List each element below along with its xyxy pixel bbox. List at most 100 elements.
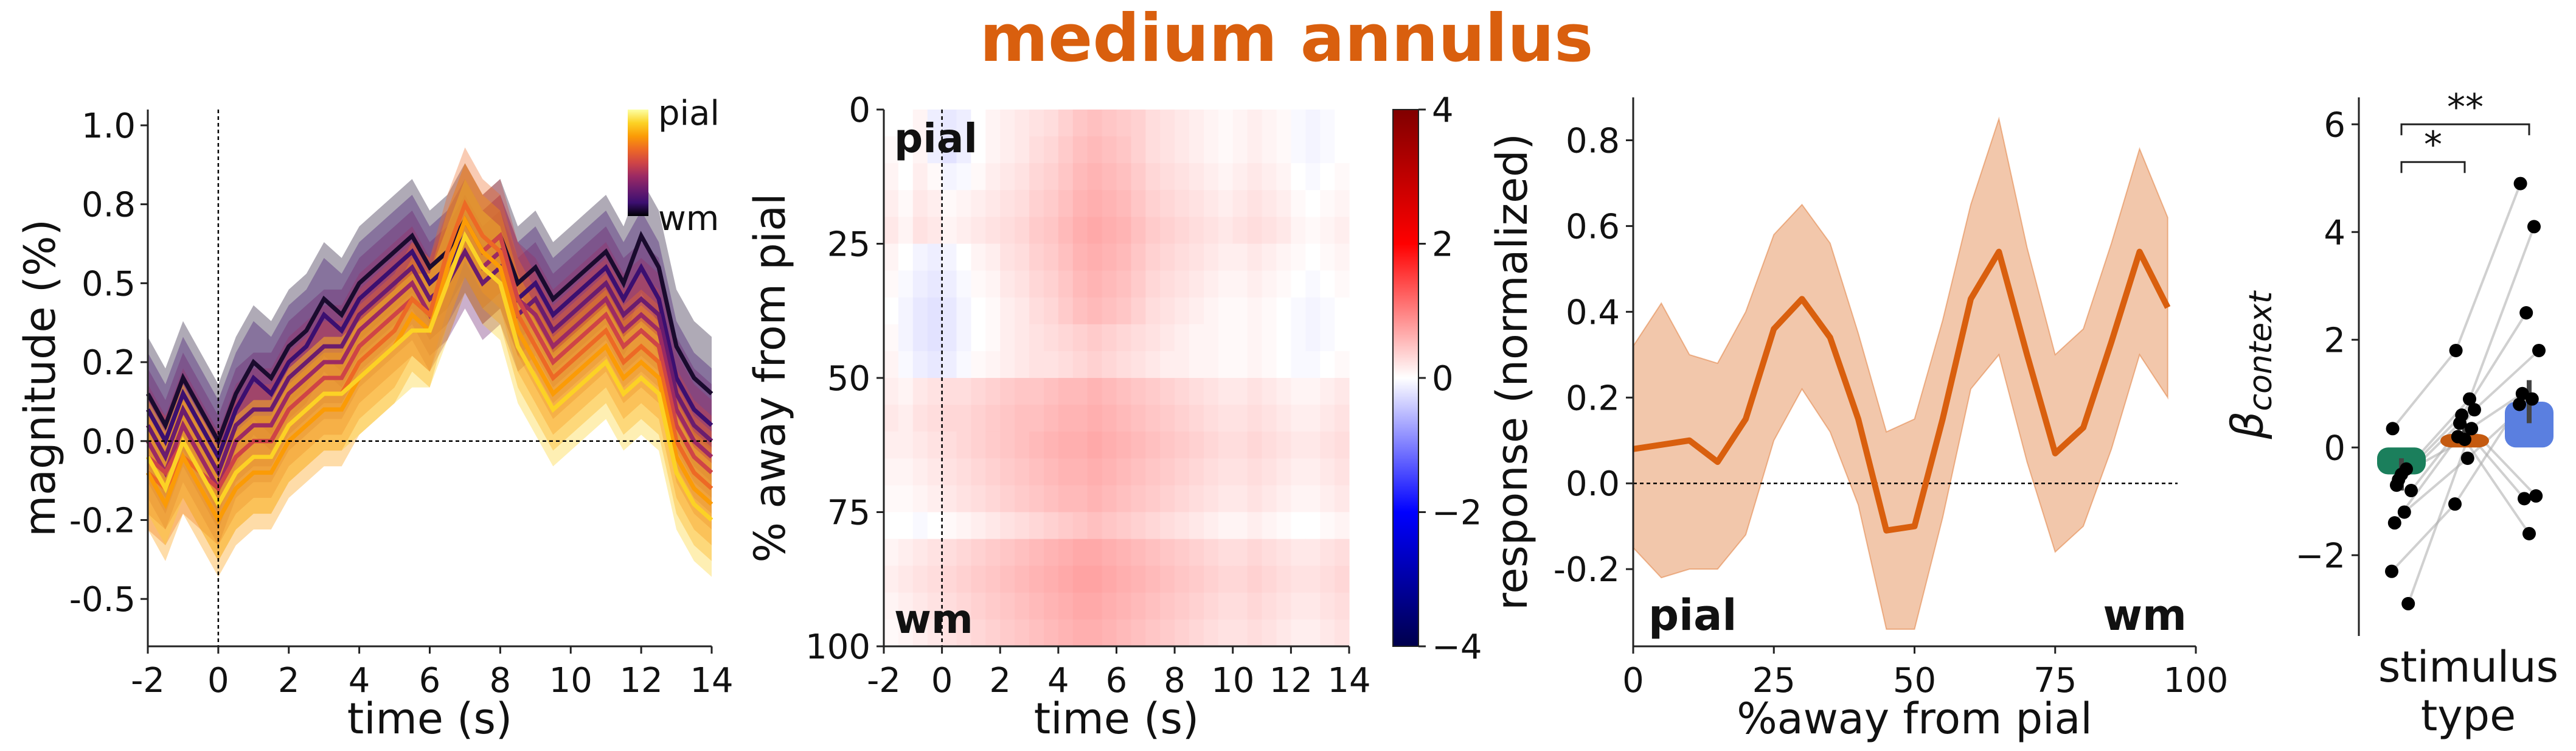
- heatmap-cell: [912, 297, 928, 325]
- heatmap-cell: [1232, 619, 1248, 647]
- heatmap-cell: [1175, 163, 1190, 190]
- heatmap-cell: [985, 110, 1001, 137]
- heatmap-cell: [1335, 539, 1350, 567]
- x-tick-label: 2: [278, 661, 300, 700]
- heatmap-cell: [971, 565, 986, 593]
- heatmap-cell: [1320, 136, 1335, 164]
- heatmap-cell: [884, 619, 899, 647]
- y-tick-label: 0.2: [1566, 379, 1620, 418]
- heatmap-cell: [1218, 592, 1234, 620]
- heatmap-cell: [1203, 405, 1219, 432]
- heatmap-cell: [1029, 351, 1044, 379]
- heatmap-cell: [1000, 110, 1015, 137]
- heatmap-cell: [1131, 270, 1146, 298]
- heatmap-cell: [985, 217, 1001, 245]
- heatmap-cell: [1043, 485, 1059, 513]
- heatmap-cell: [1218, 190, 1234, 217]
- heatmap-cell: [927, 163, 943, 190]
- heatmap-cell: [1320, 378, 1335, 405]
- heatmap-cell: [898, 110, 914, 137]
- heatmap-cell: [1203, 592, 1219, 620]
- series-band-3: [148, 179, 712, 545]
- heatmap-cell: [1087, 539, 1103, 567]
- heatmap-cell: [942, 619, 957, 647]
- heatmap-cell: [1058, 163, 1074, 190]
- heatmap-cell: [1262, 539, 1277, 567]
- heatmap-cell: [1131, 378, 1146, 405]
- heatmap-cell: [1145, 297, 1161, 325]
- heatmap-cell: [1000, 539, 1015, 567]
- heatmap-cell: [884, 163, 899, 190]
- heatmap-cell: [1043, 324, 1059, 352]
- heatmap-cell: [1116, 592, 1132, 620]
- heatmap-cell: [1102, 297, 1117, 325]
- heatmap-cell: [971, 592, 986, 620]
- subject-point: [2397, 505, 2411, 519]
- series-line-1: [145, 231, 713, 463]
- heatmap-cell: [912, 217, 928, 245]
- subject-point: [2453, 416, 2467, 430]
- heatmap-cell: [1043, 351, 1059, 379]
- colorbar-tick-label: 0: [1432, 359, 1454, 399]
- heatmap-cell: [1262, 190, 1277, 217]
- heatmap-cell: [1247, 351, 1263, 379]
- heatmap-cell: [1262, 378, 1277, 405]
- heatmap-cell: [956, 110, 972, 137]
- heatmap-cell: [942, 512, 957, 540]
- heatmap-cell: [985, 351, 1001, 379]
- heatmap-cell: [1291, 485, 1306, 513]
- heatmap-cell: [927, 243, 943, 271]
- heatmap-cell: [1276, 163, 1291, 190]
- heatmap-cell: [1262, 619, 1277, 647]
- heatmap-cell: [1058, 485, 1074, 513]
- x-tick-label: 6: [419, 661, 441, 700]
- heatmap-cell: [1058, 136, 1074, 164]
- heatmap-cell: [1015, 270, 1030, 298]
- panel-a-timecourse: -2 0 2 4 6 8 10 12 14 -0.5 -0.2 0.0 0.2 0.5 0.8 1.0 time…: [15, 94, 734, 744]
- heatmap-cell: [1305, 297, 1321, 325]
- heatmap-cell: [927, 512, 943, 540]
- heatmap-cell: [1029, 458, 1044, 486]
- heatmap-cell: [1160, 458, 1175, 486]
- subject-point: [2515, 386, 2529, 400]
- colorbar-tick-label: −4: [1432, 627, 1482, 667]
- heatmap-cell: [1262, 485, 1277, 513]
- heatmap-cell: [971, 351, 986, 379]
- y-axis-label: βcontext: [2222, 290, 2279, 439]
- heatmap-cell: [1058, 243, 1074, 271]
- heatmap-cell: [1291, 565, 1306, 593]
- heatmap-cell: [1276, 270, 1291, 298]
- heatmap-cell: [942, 110, 957, 137]
- heatmap-cell: [1305, 512, 1321, 540]
- heatmap-cell: [1175, 431, 1190, 459]
- heatmap-cell: [927, 485, 943, 513]
- heatmap-cell: [1203, 136, 1219, 164]
- heatmap-cell: [1131, 405, 1146, 432]
- x-tick-label: 10: [1211, 661, 1254, 700]
- heatmap-cell: [1335, 136, 1350, 164]
- heatmap-cell: [1305, 217, 1321, 245]
- heatmap-cell: [1015, 512, 1030, 540]
- subject-point: [2449, 343, 2463, 357]
- heatmap-cell: [1160, 619, 1175, 647]
- heatmap-cell: [1232, 485, 1248, 513]
- heatmap-cell: [927, 539, 943, 567]
- heatmap-cell: [1015, 110, 1030, 137]
- heatmap-cell: [985, 592, 1001, 620]
- heatmap-cell: [912, 243, 928, 271]
- heatmap-cell: [971, 485, 986, 513]
- heatmap-cell: [898, 619, 914, 647]
- heatmap-cell: [1116, 324, 1132, 352]
- heatmap-cell: [1218, 163, 1234, 190]
- heatmap-cell: [1015, 378, 1030, 405]
- heatmap-cell: [884, 512, 899, 540]
- heatmap-cell: [1087, 270, 1103, 298]
- heatmap-cell: [1189, 190, 1204, 217]
- heatmap-cell: [1189, 405, 1204, 432]
- y-tick-label: 25: [827, 225, 870, 265]
- heatmap-cell: [1305, 539, 1321, 567]
- heatmap-cell: [1072, 565, 1088, 593]
- heatmap-cell: [898, 485, 914, 513]
- heatmap-cell: [1160, 136, 1175, 164]
